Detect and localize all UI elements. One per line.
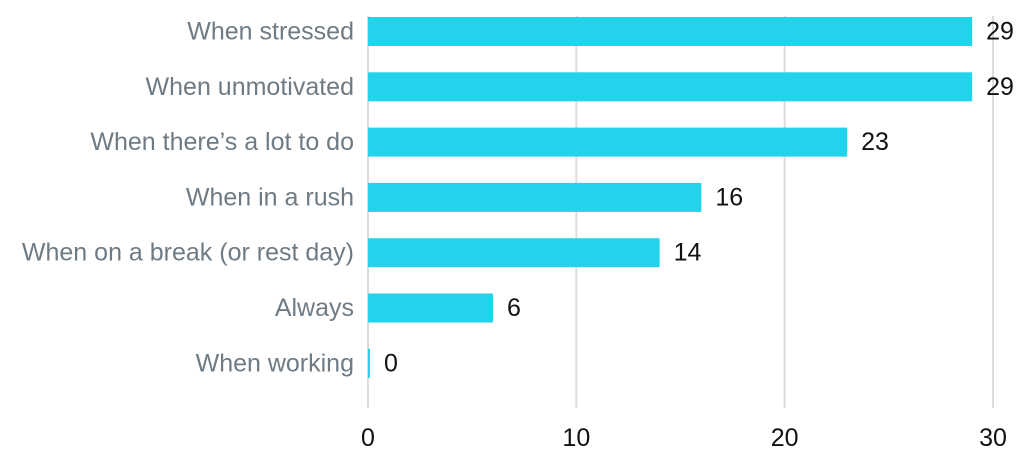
bar	[368, 348, 370, 378]
x-tick-label: 20	[771, 424, 799, 452]
category-label: When in a rush	[186, 183, 354, 211]
category-label: When there’s a lot to do	[90, 128, 354, 156]
x-tick-label: 30	[979, 424, 1007, 452]
category-labels: When stressed When unmotivated When there’…	[22, 18, 354, 378]
category-label: When unmotivated	[146, 73, 354, 101]
value-label: 23	[861, 128, 889, 156]
value-label: 6	[507, 294, 521, 322]
category-label: Always	[275, 294, 354, 322]
bar	[368, 293, 493, 323]
value-label: 29	[986, 18, 1014, 46]
bar	[368, 17, 973, 46]
category-label: When on a break (or rest day)	[22, 239, 354, 267]
bar	[368, 238, 660, 268]
value-label: 16	[715, 183, 743, 211]
value-label: 29	[986, 73, 1014, 101]
bars	[368, 17, 973, 378]
category-label: When working	[196, 349, 354, 377]
x-axis-ticks: 0 10 20 30	[361, 424, 1007, 452]
bar	[368, 182, 702, 212]
x-tick-label: 10	[562, 424, 590, 452]
bar	[368, 72, 973, 102]
bar	[368, 127, 848, 157]
x-tick-label: 0	[361, 424, 375, 452]
category-label: When stressed	[187, 18, 354, 46]
value-label: 0	[384, 349, 398, 377]
value-labels: 29 29 23 16 14 6 0	[384, 18, 1014, 378]
value-label: 14	[674, 239, 702, 267]
